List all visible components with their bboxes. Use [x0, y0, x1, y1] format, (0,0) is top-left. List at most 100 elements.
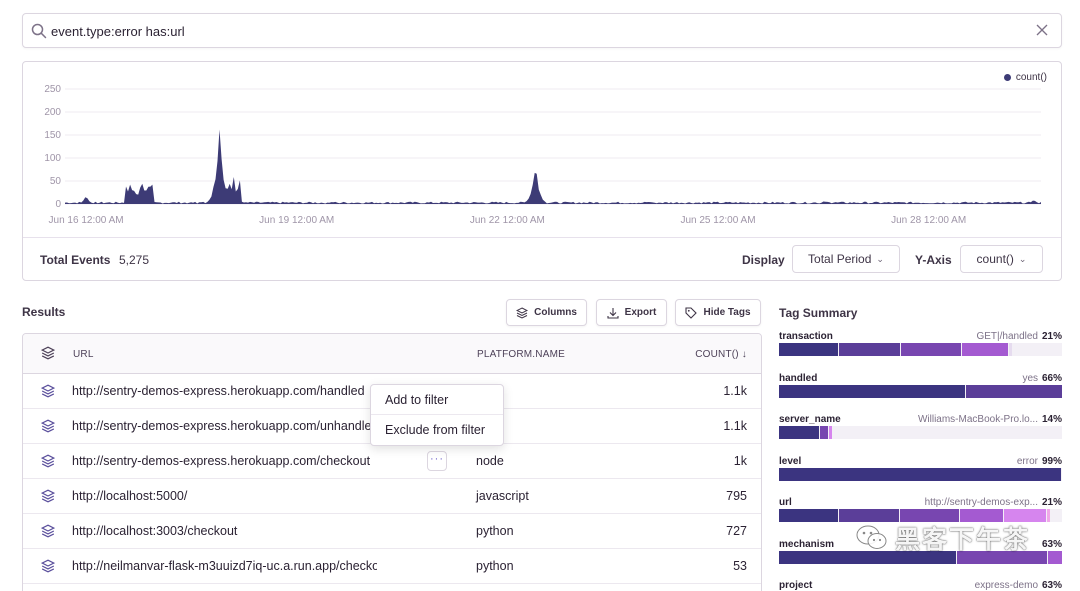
tag-key: server_name	[779, 414, 841, 425]
results-title: Results	[22, 305, 66, 319]
event-details-icon[interactable]	[40, 489, 56, 508]
tag-bar-segment[interactable]	[899, 509, 960, 522]
chevron-down-icon: ⌄	[876, 253, 884, 264]
yaxis-select[interactable]: count() ⌄	[960, 245, 1043, 273]
y-tick-label: 0	[55, 199, 61, 210]
export-button-label: Export	[624, 307, 657, 318]
tag-bar-segment[interactable]	[1047, 550, 1062, 564]
platform-cell[interactable]: python	[476, 524, 514, 538]
hide-tags-button[interactable]: Hide Tags	[675, 299, 761, 326]
tag-bar-segment[interactable]	[779, 426, 819, 439]
tag-top-percent: 21%	[1041, 331, 1062, 342]
tag-bar-segment[interactable]	[779, 343, 839, 356]
tag-bar-segment[interactable]	[957, 550, 1047, 564]
tag-bar-segment[interactable]	[779, 467, 1061, 481]
tag-top-value: error	[1016, 455, 1038, 467]
tag-bar-segment[interactable]	[960, 509, 1003, 522]
stack-icon	[516, 306, 529, 319]
display-select-value: Total Period	[808, 252, 872, 266]
tag-summary-item[interactable]: level error 99%	[779, 456, 1062, 496]
column-header-count[interactable]: COUNT() ↓	[695, 349, 747, 360]
columns-button[interactable]: Columns	[506, 299, 587, 326]
event-details-icon[interactable]	[40, 454, 56, 473]
tag-top-value: GET|/handled	[976, 331, 1038, 342]
hide-tags-button-label: Hide Tags	[703, 307, 751, 318]
tag-bar-segment[interactable]	[1047, 509, 1050, 522]
legend-label: count()	[1015, 72, 1047, 83]
tag-summary-item[interactable]: transaction GET|/handled 21%	[779, 331, 1062, 371]
column-header-platform[interactable]: PLATFORM.NAME	[477, 349, 565, 360]
x-tick-label: Jun 16 12:00 AM	[49, 215, 124, 226]
search-bar[interactable]	[22, 13, 1062, 48]
url-cell[interactable]: http://localhost:5000/	[72, 489, 188, 503]
tag-top-percent: 63%	[1041, 580, 1062, 591]
cell-actions-button[interactable]: ···	[427, 451, 447, 471]
total-events-label: Total Events	[40, 253, 111, 267]
tag-bar-segment[interactable]	[779, 550, 957, 564]
y-tick-label: 100	[44, 153, 61, 164]
events-chart-panel: 0 50 100 150 200 250 Jun 16 12:00 AM Jun 19 12:…	[22, 61, 1062, 281]
count-cell: 795	[726, 489, 747, 503]
platform-cell[interactable]: node	[476, 454, 504, 468]
url-cell[interactable]: http://localhost:3003/checkout	[72, 524, 238, 538]
event-details-icon[interactable]	[40, 419, 56, 438]
url-cell[interactable]: http://sentry-demos-express.herokuapp.co…	[72, 384, 365, 398]
search-input[interactable]	[51, 20, 1031, 42]
y-tick-label: 150	[44, 130, 61, 141]
add-to-filter-item[interactable]: Add to filter	[371, 385, 503, 415]
tag-distribution-bar	[779, 426, 1062, 439]
x-tick-label: Jun 22 12:00 AM	[470, 215, 545, 226]
stack-icon	[41, 346, 55, 360]
tag-bar-segment[interactable]	[779, 384, 966, 398]
url-cell[interactable]: http://sentry-demos-express.herokuapp.co…	[72, 419, 377, 433]
tag-key: level	[779, 455, 802, 467]
tag-top-value: http://sentry-demos-exp...	[924, 497, 1038, 508]
tag-bar-segment[interactable]	[961, 343, 1009, 356]
tag-bar-segment[interactable]	[901, 343, 961, 356]
tag-bar-segment[interactable]	[1009, 343, 1013, 356]
column-header-url[interactable]: URL	[73, 349, 94, 360]
event-details-icon[interactable]	[40, 559, 56, 578]
tag-bar-segment[interactable]	[779, 509, 839, 522]
tag-key: url	[779, 497, 792, 508]
tag-bar-segment[interactable]	[839, 343, 901, 356]
platform-cell[interactable]: javascript	[476, 489, 529, 503]
x-tick-label: Jun 28 12:00 AM	[891, 215, 966, 226]
url-cell[interactable]: http://neilmanvar-flask-m3uuizd7iq-uc.a.…	[72, 559, 377, 573]
tag-bar-segment[interactable]	[966, 384, 1062, 398]
export-button[interactable]: Export	[596, 299, 667, 326]
tag-bar-segment[interactable]	[819, 426, 829, 439]
legend-swatch	[1003, 74, 1011, 81]
tag-bar-segment[interactable]	[829, 426, 832, 439]
y-tick-label: 50	[50, 176, 62, 187]
clear-search-icon[interactable]	[1035, 23, 1049, 37]
events-chart: 0 50 100 150 200 250 Jun 16 12:00 AM Jun 19 12:…	[44, 84, 1041, 226]
display-select[interactable]: Total Period ⌄	[792, 245, 900, 273]
chart-legend: count()	[1003, 72, 1047, 83]
series-area-count	[65, 129, 1041, 204]
tag-summary-item[interactable]: project express-demo 63%	[779, 580, 1062, 591]
tag-distribution-bar	[779, 550, 1062, 564]
tag-top-percent: 21%	[1041, 497, 1062, 508]
tag-distribution-bar	[779, 384, 1062, 398]
exclude-from-filter-item[interactable]: Exclude from filter	[385, 423, 486, 437]
chevron-down-icon: ⌄	[1018, 253, 1027, 264]
tag-summary-item[interactable]: url http://sentry-demos-exp... 21%	[779, 497, 1062, 537]
tag-summary-item[interactable]: handled yes 66%	[779, 373, 1062, 413]
event-details-icon[interactable]	[40, 524, 56, 543]
tag-summary-item[interactable]: mechanism 63%	[779, 539, 1062, 579]
event-details-icon[interactable]	[40, 384, 56, 403]
tag-top-value: express-demo	[974, 580, 1038, 591]
tag-distribution-bar	[779, 343, 1062, 356]
search-icon	[31, 23, 47, 39]
tag-bar-segment[interactable]	[1003, 509, 1047, 522]
y-tick-label: 250	[44, 84, 61, 95]
url-cell[interactable]: http://sentry-demos-express.herokuapp.co…	[72, 454, 371, 468]
tag-distribution-bar	[779, 467, 1062, 481]
x-tick-label: Jun 19 12:00 AM	[259, 215, 334, 226]
tag-summary-item[interactable]: server_name Williams-MacBook-Pro.lo... 14%	[779, 414, 1062, 454]
tag-bar-segment[interactable]	[839, 509, 899, 522]
platform-cell[interactable]: python	[476, 559, 514, 573]
tag-icon	[685, 306, 698, 319]
count-cell: 53	[733, 559, 747, 573]
